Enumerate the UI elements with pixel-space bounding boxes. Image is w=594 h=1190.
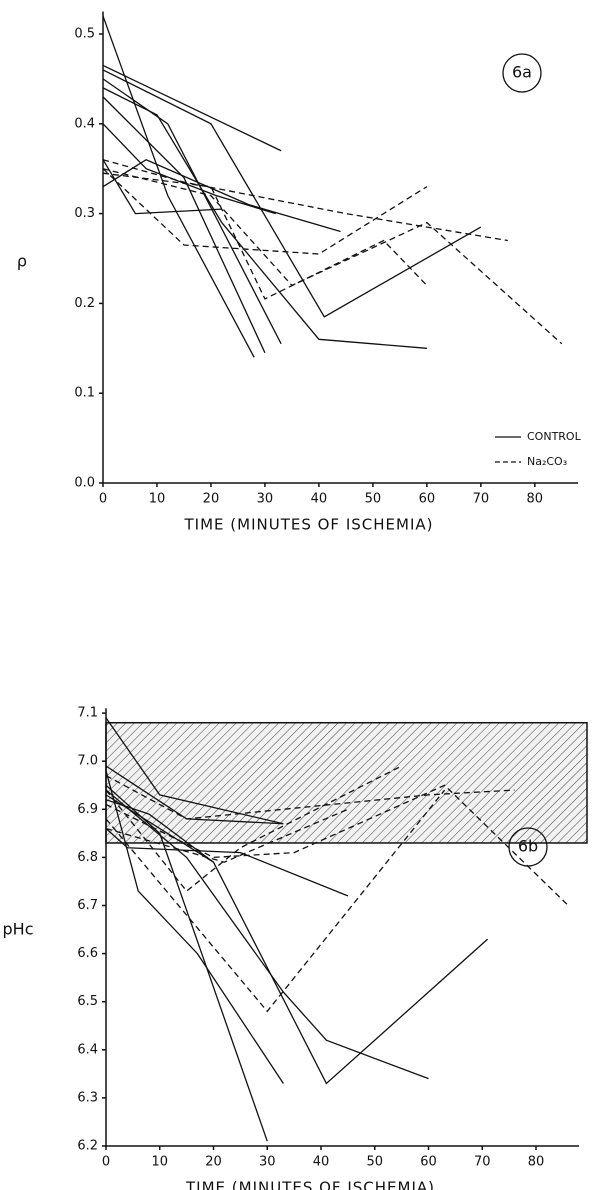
- x-tick-label: 40: [311, 492, 328, 507]
- y-tick-label: 0.2: [74, 296, 95, 311]
- x-tick-label: 0: [102, 1155, 110, 1170]
- x-axis-label: TIME (MINUTES OF ISCHEMIA): [184, 516, 434, 534]
- x-tick-label: 30: [259, 1155, 276, 1170]
- data-line: [105, 784, 569, 906]
- data-line: [102, 168, 428, 255]
- data-line: [105, 775, 515, 820]
- data-line: [102, 69, 482, 318]
- data-line: [102, 168, 563, 345]
- x-tick-label: 40: [313, 1155, 330, 1170]
- legend-label: Na₂CO₃: [527, 455, 567, 468]
- x-tick-label: 60: [419, 492, 436, 507]
- data-line: [102, 159, 222, 215]
- legend-label: CONTROL: [527, 430, 582, 443]
- data-line: [102, 15, 255, 358]
- annotation-circle: [502, 53, 542, 93]
- y-tick-label: 0.0: [74, 476, 95, 491]
- data-line: [105, 784, 268, 1142]
- x-tick-label: 30: [257, 492, 274, 507]
- x-tick-label: 20: [203, 492, 220, 507]
- y-tick-label: 7.1: [77, 706, 98, 721]
- normal-range-band: [105, 721, 588, 844]
- y-tick-label: 6.6: [77, 946, 98, 961]
- x-tick-label: 70: [473, 492, 490, 507]
- data-line: [102, 123, 276, 215]
- x-tick-label: 10: [149, 492, 166, 507]
- y-tick-label: 0.1: [74, 386, 95, 401]
- y-tick-label: 0.4: [74, 116, 95, 131]
- y-axis-label: pHc: [3, 920, 34, 939]
- data-line: [105, 789, 446, 1013]
- data-line: [102, 96, 266, 354]
- x-tick-label: 0: [99, 492, 107, 507]
- data-line: [105, 717, 284, 825]
- x-tick-label: 50: [366, 1155, 383, 1170]
- y-tick-label: 6.3: [77, 1090, 98, 1105]
- y-axis-label: ρ: [17, 252, 27, 271]
- data-line: [105, 794, 489, 1085]
- x-axis-label: TIME (MINUTES OF ISCHEMIA): [185, 1179, 435, 1190]
- data-line: [102, 64, 282, 152]
- data-line: [102, 87, 427, 349]
- y-tick-label: 6.5: [77, 994, 98, 1009]
- data-line: [105, 808, 349, 863]
- y-tick-label: 6.9: [77, 802, 98, 817]
- annotation: 6a: [512, 63, 532, 82]
- data-line: [102, 159, 508, 242]
- data-line: [102, 78, 282, 345]
- data-line: [102, 172, 428, 300]
- y-tick-label: 6.2: [77, 1139, 98, 1154]
- y-tick-label: 6.4: [77, 1042, 98, 1057]
- y-tick-label: 6.7: [77, 898, 98, 913]
- data-line: [102, 158, 341, 233]
- x-tick-label: 10: [151, 1155, 168, 1170]
- x-tick-label: 20: [205, 1155, 222, 1170]
- y-tick-label: 0.3: [74, 206, 95, 221]
- x-tick-label: 80: [527, 492, 544, 507]
- x-tick-label: 60: [420, 1155, 437, 1170]
- x-tick-label: 80: [528, 1155, 545, 1170]
- annotation: 6b: [518, 837, 538, 856]
- x-tick-label: 50: [365, 492, 382, 507]
- y-tick-label: 6.8: [77, 850, 98, 865]
- x-tick-label: 70: [474, 1155, 491, 1170]
- y-tick-label: 0.5: [74, 27, 95, 42]
- y-tick-label: 7.0: [77, 754, 98, 769]
- data-line: [105, 770, 284, 1084]
